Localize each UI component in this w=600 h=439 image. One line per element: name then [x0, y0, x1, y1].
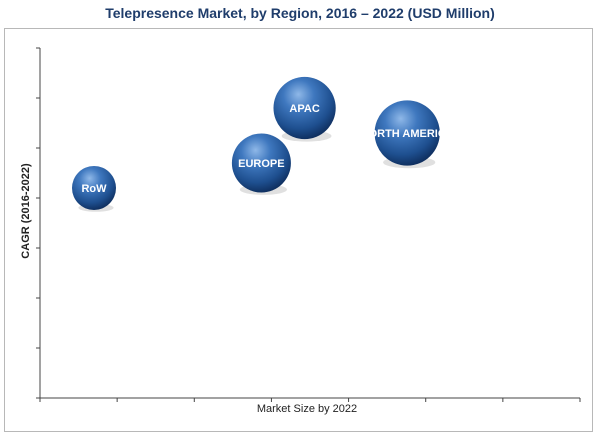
bubble-row — [72, 166, 116, 210]
axes — [36, 47, 581, 402]
bubble-europe — [231, 133, 291, 193]
chart-title: Telepresence Market, by Region, 2016 – 2… — [105, 5, 495, 21]
y-axis-label: CAGR (2016-2022) — [20, 163, 32, 259]
bubble-apac — [273, 76, 336, 140]
bubble-label-row: RoW — [81, 183, 107, 195]
x-axis-label: Market Size by 2022 — [257, 403, 357, 415]
bubbles: RoW EUROPE APAC NORTH AMERICA — [72, 76, 454, 212]
chart-frame — [4, 28, 593, 432]
bubble-label-europe: EUROPE — [238, 158, 284, 170]
bubble-north-america — [374, 100, 440, 166]
bubble-label-apac: APAC — [289, 103, 319, 115]
bubble-label-north-america: NORTH AMERICA — [361, 128, 454, 140]
